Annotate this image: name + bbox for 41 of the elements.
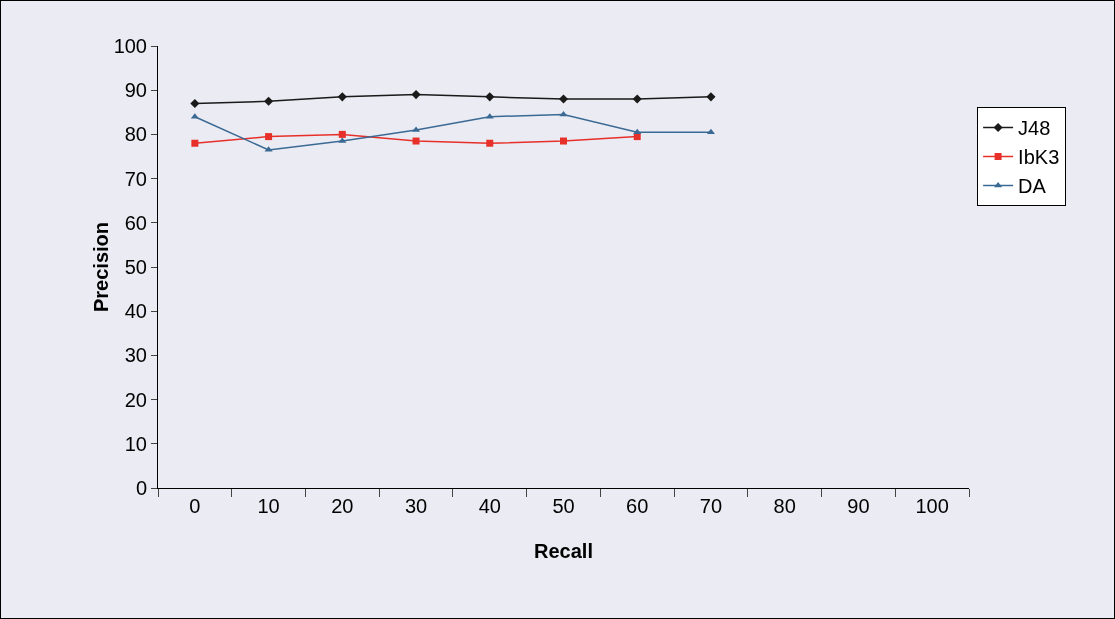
x-tick-label: 100 <box>915 495 949 517</box>
x-tick-label: 0 <box>189 495 201 517</box>
y-tick-label: 20 <box>124 388 147 411</box>
x-tick-label: 70 <box>699 495 723 517</box>
point <box>190 98 200 109</box>
legend-label: IbK3 <box>1018 146 1060 169</box>
y-tick-label: 40 <box>124 300 147 323</box>
x-axis-title: Recall <box>534 540 593 562</box>
point <box>560 137 567 145</box>
y-tick-label: 80 <box>124 123 147 146</box>
x-tick-label: 60 <box>626 495 649 517</box>
point <box>485 92 495 102</box>
y-tick-label: 70 <box>124 167 147 190</box>
point <box>264 96 274 106</box>
x-tick-label: 30 <box>404 495 428 517</box>
point <box>265 133 273 141</box>
point <box>632 94 642 104</box>
x-tick-label: 10 <box>257 495 280 517</box>
y-tick-label: 30 <box>124 344 147 367</box>
legend-label: DA <box>1018 175 1047 198</box>
point <box>486 139 494 147</box>
y-tick-label: 100 <box>113 35 147 57</box>
legend-label: J48 <box>1018 117 1051 140</box>
point <box>558 94 569 104</box>
x-tick-label: 40 <box>478 495 501 517</box>
x-tick-label: 20 <box>331 495 354 517</box>
point <box>411 90 421 100</box>
y-axis-title: Precision <box>90 221 112 313</box>
y-tick-label: 0 <box>135 477 147 499</box>
y-tick-label: 60 <box>124 211 147 234</box>
y-tick-label: 10 <box>124 432 147 455</box>
point <box>338 130 346 138</box>
x-tick-label: 50 <box>552 495 575 517</box>
point <box>412 137 420 145</box>
y-tick-label: 90 <box>124 79 147 102</box>
point <box>191 139 199 147</box>
x-tick-label: 80 <box>773 495 796 517</box>
point <box>337 92 347 102</box>
y-tick-label: 50 <box>124 256 147 278</box>
x-tick-label: 90 <box>847 495 870 517</box>
point <box>706 92 716 102</box>
